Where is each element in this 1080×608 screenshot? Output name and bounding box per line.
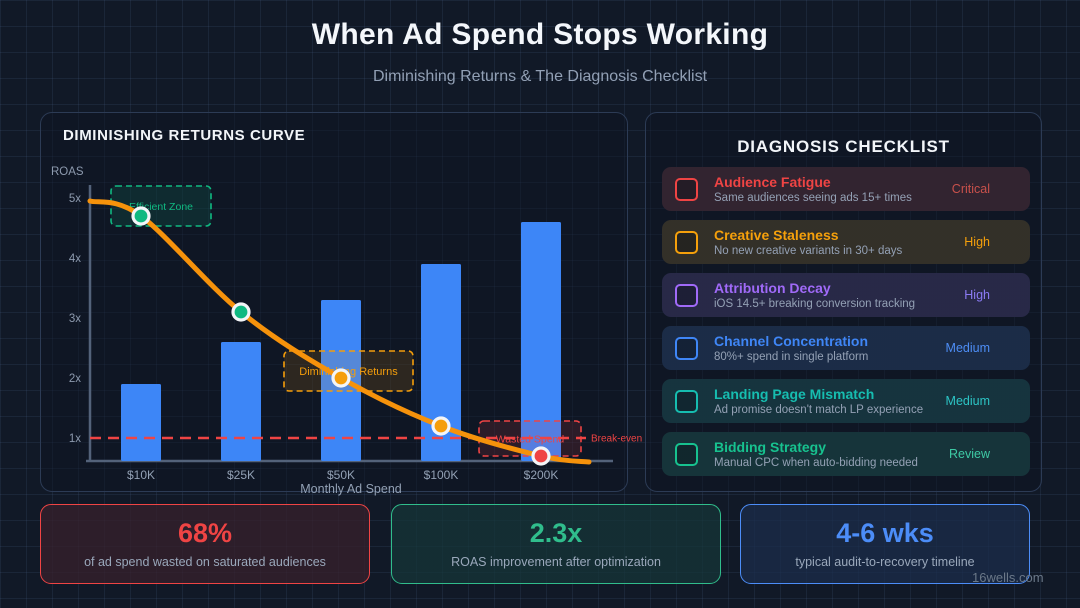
checklist-item-text: Bidding Strategy Manual CPC when auto-bid…	[714, 439, 949, 469]
watermark: 16wells.com	[972, 570, 1044, 585]
stat-card-roas-improvement: 2.3x ROAS improvement after optimization	[391, 504, 721, 584]
checklist-item-text: Creative Staleness No new creative varian…	[714, 227, 964, 257]
chart-bar	[521, 222, 561, 461]
stat-value: 68%	[177, 517, 233, 548]
checklist-item[interactable]: Creative Staleness No new creative varian…	[662, 220, 1030, 264]
checkbox[interactable]	[675, 230, 698, 254]
chart-bar	[221, 342, 261, 461]
stat-label: of ad spend wasted on saturated audience…	[84, 554, 326, 569]
x-tick-label: $200K	[524, 468, 559, 482]
stat-label: ROAS improvement after optimization	[451, 554, 661, 569]
checklist-item-text: Channel Concentration 80%+ spend in singl…	[714, 333, 946, 363]
checklist-item-title: Audience Fatigue	[714, 173, 831, 190]
checkbox[interactable]	[675, 389, 698, 413]
checklist-item-desc: Ad promise doesn't match LP experience	[714, 404, 924, 417]
stat-label: typical audit-to-recovery timeline	[795, 554, 975, 569]
checklist-item[interactable]: Landing Page Mismatch Ad promise doesn't …	[662, 379, 1030, 423]
checklist-item-text: Audience Fatigue Same audiences seeing ad…	[714, 174, 952, 204]
diminishing-returns-panel: DIMINISHING RETURNS CURVE ROAS 5x 4x 3x 2x 1x…	[40, 112, 642, 496]
severity-badge: Review	[949, 447, 990, 461]
checklist-item-text: Landing Page Mismatch Ad promise doesn't …	[714, 386, 946, 416]
data-point	[331, 368, 351, 388]
stat-value: 4-6 wks	[836, 517, 934, 548]
chart-title: DIMINISHING RETURNS CURVE	[63, 127, 306, 144]
x-tick-label: $25K	[227, 468, 255, 482]
x-tick-label: $100K	[424, 468, 459, 482]
checkbox[interactable]	[675, 442, 698, 466]
checklist-item[interactable]: Bidding Strategy Manual CPC when auto-bid…	[662, 432, 1030, 476]
page-subtitle: Diminishing Returns & The Diagnosis Chec…	[372, 68, 708, 85]
checkbox[interactable]	[675, 177, 698, 201]
checklist-item-title: Creative Staleness	[714, 226, 839, 243]
checklist-item-desc: Same audiences seeing ads 15+ times	[714, 192, 912, 205]
checklist-item-title: Landing Page Mismatch	[714, 385, 875, 402]
checklist-item-desc: 80%+ spend in single platform	[714, 351, 869, 364]
x-axis-title: Monthly Ad Spend	[300, 482, 402, 496]
severity-badge: Critical	[951, 182, 990, 196]
data-point	[531, 446, 551, 466]
y-tick-label: 3x	[69, 313, 81, 325]
x-tick-label: $50K	[327, 468, 355, 482]
stat-value: 2.3x	[529, 517, 583, 548]
x-tick-label: $10K	[127, 468, 155, 482]
checklist-item[interactable]: Audience Fatigue Same audiences seeing ad…	[662, 167, 1030, 211]
checklist-items: Audience Fatigue Same audiences seeing ad…	[662, 167, 1030, 485]
severity-badge: High	[964, 235, 990, 249]
data-point	[131, 206, 151, 226]
annotation-label-wasted-spend: Wasted Spend	[496, 434, 565, 446]
y-tick-label: 1x	[69, 433, 81, 445]
chart-bar	[421, 264, 461, 461]
page-title: When Ad Spend Stops Working	[311, 18, 769, 51]
checklist-item-desc: iOS 14.5+ breaking conversion tracking	[714, 298, 916, 311]
checkbox[interactable]	[675, 283, 698, 307]
breakeven-label: Break-even	[591, 434, 642, 445]
severity-badge: Medium	[945, 394, 990, 408]
severity-badge: Medium	[945, 341, 990, 355]
data-point	[231, 302, 251, 322]
stat-card-recovery-timeline: 4-6 wks typical audit-to-recovery timeli…	[740, 504, 1030, 584]
data-point	[431, 416, 451, 436]
checklist-item-desc: No new creative variants in 30+ days	[714, 245, 903, 258]
checklist-item-text: Attribution Decay iOS 14.5+ breaking conv…	[714, 280, 964, 310]
checklist-item-desc: Manual CPC when auto-bidding needed	[714, 457, 918, 470]
stat-card-wasted-spend: 68% of ad spend wasted on saturated audi…	[40, 504, 370, 584]
checklist-item[interactable]: Channel Concentration 80%+ spend in singl…	[662, 326, 1030, 370]
y-tick-label: 5x	[69, 193, 81, 205]
checklist-title: DIAGNOSIS CHECKLIST	[737, 137, 950, 156]
y-tick-label: 4x	[69, 253, 81, 265]
checkbox[interactable]	[675, 336, 698, 360]
checklist-item[interactable]: Attribution Decay iOS 14.5+ breaking conv…	[662, 273, 1030, 317]
severity-badge: High	[964, 288, 990, 302]
checklist-item-title: Bidding Strategy	[714, 438, 827, 455]
diagnosis-checklist-panel: DIAGNOSIS CHECKLIST Audience Fatigue Same…	[645, 112, 1042, 492]
y-axis-title: ROAS	[51, 166, 84, 178]
y-tick-label: 2x	[69, 373, 81, 385]
checklist-item-title: Channel Concentration	[714, 332, 869, 349]
checklist-item-title: Attribution Decay	[714, 279, 831, 296]
chart-bar	[121, 384, 161, 461]
